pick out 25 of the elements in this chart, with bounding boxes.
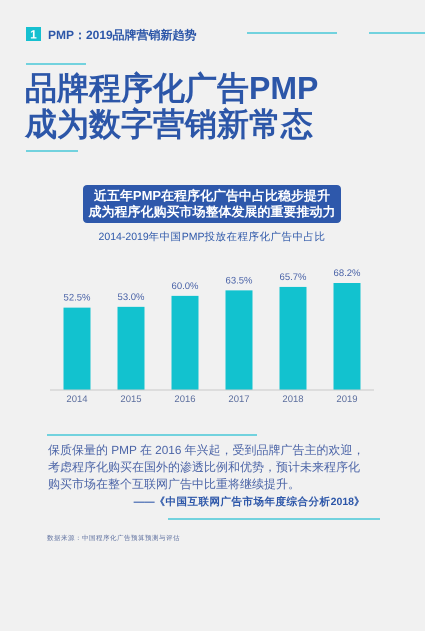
x-tick-label: 2017 — [228, 394, 250, 405]
chart-subtitle: 近五年PMP在程序化广告中占比稳步提升成为程序化购买市场整体发展的重要推动力 — [88, 188, 336, 219]
x-tick-label: 2014 — [66, 394, 88, 405]
text: ——《中国互联网广告市场年度综合分析2018》 — [134, 495, 365, 508]
x-tick-label: 2015 — [120, 394, 142, 405]
bar — [280, 286, 306, 390]
x-tick-label: 2018 — [282, 394, 304, 405]
x-tick-label: 2019 — [336, 394, 358, 405]
bar — [172, 296, 198, 390]
text: 保质保量的 PMP 在 2016 年兴起，受到品牌广告主的欢迎，考虑程序化购买在国外的渗透比例和优势，预计未来程序化购买市场在整个互联网广告中比重将继续提升。 — [48, 443, 365, 491]
bar — [64, 308, 90, 390]
bar — [118, 306, 144, 390]
bar — [334, 283, 360, 390]
data-label: 63.5% — [226, 275, 254, 286]
chart-title: 品牌程序化广告PMP成为数字营销新常态 — [24, 70, 318, 142]
bar — [226, 290, 252, 390]
x-tick-label: 2016 — [174, 394, 196, 405]
data-label: 65.7% — [280, 272, 308, 283]
data-label: 52.5% — [64, 292, 92, 304]
text: 1 — [30, 28, 38, 42]
data-label: 53.0% — [118, 292, 146, 303]
data-label: 68.2% — [334, 268, 362, 279]
text: 2014-2019年中国PMP投放在程序化广告中占比 — [98, 230, 326, 243]
text: PMP：2019品牌营销新趋势 — [48, 28, 197, 42]
data-label: 60.0% — [172, 280, 200, 292]
